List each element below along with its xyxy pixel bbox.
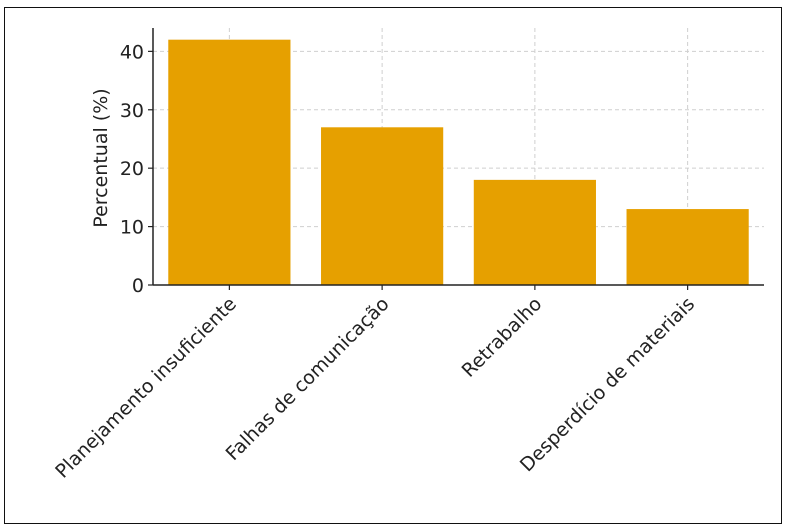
y-ticks: 0 10 20 30 40 [120, 41, 153, 297]
bars [168, 39, 749, 285]
x-tick-label: Falhas de comunicação [222, 293, 394, 465]
y-tick-label: 0 [132, 275, 144, 297]
y-tick-label: 10 [120, 217, 144, 239]
y-tick-label: 20 [120, 158, 144, 180]
axes [152, 28, 764, 286]
y-tick-label: 30 [120, 100, 144, 122]
bar [168, 39, 291, 285]
bar [626, 209, 749, 285]
x-tick-label: Retrabalho [458, 293, 547, 382]
bar [321, 127, 444, 285]
bar [473, 179, 596, 285]
y-tick-label: 40 [120, 41, 144, 63]
x-tick-label: Desperdício de materiais [516, 293, 699, 476]
x-tick-label: Planejamento insuficiente [51, 293, 241, 483]
y-axis-label: Percentual (%) [90, 88, 112, 227]
